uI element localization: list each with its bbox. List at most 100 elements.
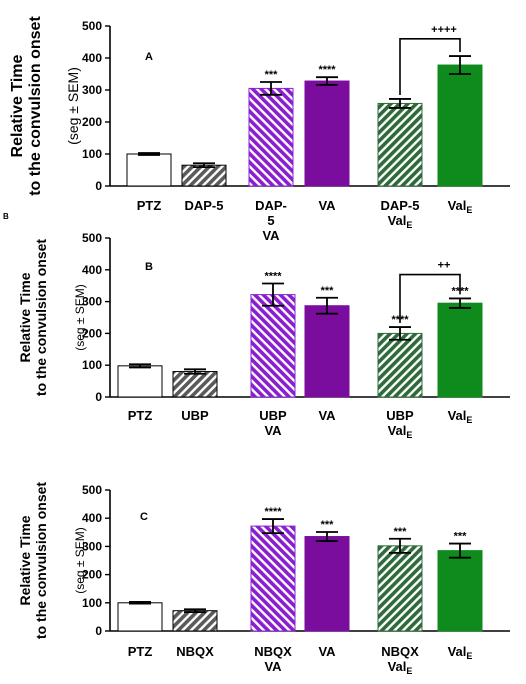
category-label: PTZ — [137, 198, 162, 213]
y-tick-label: 500 — [82, 231, 102, 245]
bar-4 — [304, 536, 350, 632]
y-axis-unit: (seg ± SEM) — [73, 284, 87, 351]
y-tick-label: 400 — [82, 263, 102, 277]
y-tick-label: 100 — [82, 147, 102, 161]
bar-5 — [377, 102, 423, 187]
bar-1 — [117, 365, 163, 398]
error-bar-3 — [260, 81, 282, 96]
category-label: DAP-5 VA — [255, 198, 287, 243]
chart-panel-a: 0 100 200 300 400 500 Relative Time to the conv… — [9, 16, 510, 243]
y-axis-label: Relative Time — [17, 272, 33, 362]
y-axis-unit: (seg ± SEM) — [73, 527, 87, 594]
category-label: UBP ValE — [386, 408, 414, 440]
comparison-label: ++++ — [431, 24, 457, 36]
comparison-bracket: ++++ — [399, 24, 461, 95]
comparison-label: ++ — [438, 260, 451, 272]
error-bar-5 — [389, 326, 411, 341]
bar-3 — [248, 87, 294, 187]
panel-letter: A — [145, 51, 153, 63]
category-label: ValE — [448, 644, 473, 661]
y-tick-label: 200 — [82, 326, 102, 340]
significance-marker: *** — [265, 69, 279, 81]
y-tick-label: 200 — [82, 568, 102, 582]
significance-marker: **** — [264, 506, 282, 518]
error-bar-6 — [449, 297, 471, 309]
bar-4 — [304, 305, 350, 398]
error-bar-6 — [449, 542, 471, 559]
y-tick-label: 500 — [82, 19, 102, 33]
category-label: VA — [318, 198, 336, 213]
error-bar-2 — [193, 162, 215, 169]
y-tick-label: 500 — [82, 483, 102, 497]
category-label: PTZ — [128, 644, 153, 659]
bar-5 — [377, 545, 423, 632]
category-label: NBQX — [176, 644, 214, 659]
significance-marker: *** — [394, 526, 408, 538]
category-label: NBQX VA — [254, 644, 292, 674]
bar-3 — [250, 294, 296, 398]
panel-letter: B — [145, 261, 153, 273]
bar-6 — [437, 64, 483, 187]
y-axis-label-2: to the convulsion onset — [33, 482, 49, 639]
y-axis-label: Relative Time — [9, 54, 26, 157]
significance-marker: **** — [264, 270, 282, 282]
y-tick-label: 400 — [82, 51, 102, 65]
error-bar-3 — [262, 518, 284, 535]
panel-letter: C — [140, 511, 148, 523]
y-tick-label: 0 — [95, 179, 102, 193]
error-bar-6 — [449, 55, 471, 75]
significance-marker: *** — [321, 519, 335, 531]
category-label: PTZ — [128, 408, 153, 423]
corner-letter: B — [3, 212, 9, 221]
y-tick-label: 100 — [82, 358, 102, 372]
error-bar-3 — [262, 282, 284, 307]
comparison-bracket: ++ — [399, 260, 461, 324]
category-label: DAP-5 ValE — [380, 198, 419, 230]
category-label: VA — [318, 408, 336, 423]
chart-panel-c: 0 100 200 300 400 500 Relative Time to the conv… — [17, 482, 510, 676]
bar-1 — [126, 153, 172, 187]
error-bar-2 — [184, 608, 206, 614]
y-tick-label: 200 — [82, 115, 102, 129]
category-label: ValE — [448, 198, 473, 215]
y-tick-label: 300 — [82, 83, 102, 97]
error-bar-2 — [184, 368, 206, 375]
chart-panel-b: 0 100 200 300 400 500 Relative Time to the conv… — [3, 212, 510, 440]
error-bar-4 — [316, 76, 338, 86]
error-bar-5 — [389, 537, 411, 554]
y-tick-label: 0 — [95, 624, 102, 638]
bar-1 — [117, 602, 163, 632]
category-label: VA — [318, 644, 336, 659]
bar-6 — [437, 550, 483, 632]
y-tick-label: 400 — [82, 511, 102, 525]
error-bar-1 — [129, 601, 151, 605]
y-tick-label: 300 — [82, 295, 102, 309]
y-axis-label-2: to the convulsion onset — [27, 16, 44, 196]
y-tick-label: 0 — [95, 390, 102, 404]
category-label: UBP — [181, 408, 209, 423]
error-bar-1 — [138, 152, 160, 156]
error-bar-1 — [129, 363, 151, 369]
y-tick-label: 300 — [82, 539, 102, 553]
bar-6 — [437, 302, 483, 398]
y-tick-label: 100 — [82, 596, 102, 610]
error-bar-5 — [389, 98, 411, 109]
category-label: DAP-5 — [184, 198, 223, 213]
y-axis-label: Relative Time — [17, 515, 33, 605]
error-bar-4 — [316, 531, 338, 542]
category-label: NBQX ValE — [381, 644, 419, 676]
bar-2 — [172, 371, 218, 398]
bar-2 — [181, 164, 227, 187]
bar-3 — [250, 525, 296, 632]
error-bar-4 — [316, 296, 338, 315]
bar-4 — [304, 80, 350, 187]
significance-marker: *** — [321, 285, 335, 297]
category-label: UBP VA — [259, 408, 287, 438]
bar-2 — [172, 610, 218, 632]
y-axis-unit: (seg ± SEM) — [65, 67, 81, 145]
y-axis-label-2: to the convulsion onset — [33, 239, 49, 396]
significance-marker: *** — [454, 531, 468, 543]
bar-5 — [377, 332, 423, 398]
significance-marker: **** — [318, 64, 336, 76]
